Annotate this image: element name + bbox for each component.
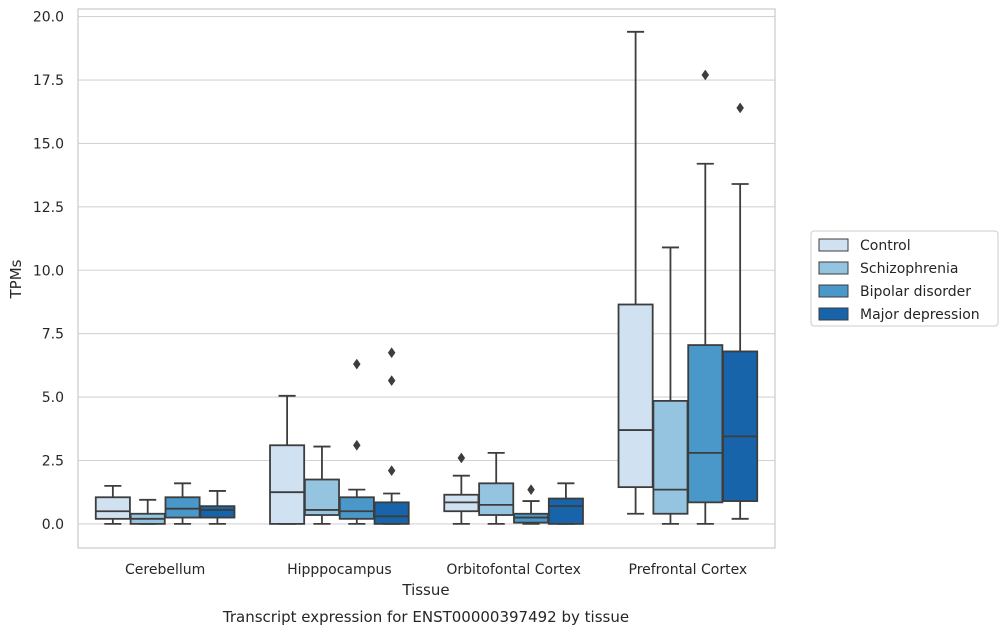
outlier-point bbox=[387, 375, 396, 387]
legend-label: Bipolar disorder bbox=[860, 284, 971, 300]
box-schizophrenia bbox=[129, 498, 166, 525]
outlier-point bbox=[457, 452, 466, 464]
box-iqr bbox=[547, 497, 584, 525]
box-iqr bbox=[652, 399, 689, 515]
outlier-point bbox=[352, 439, 361, 451]
y-axis-label: TPMs bbox=[7, 259, 25, 299]
x-tick-label: Cerebellum bbox=[125, 562, 205, 578]
box-bipolar-disorder bbox=[687, 69, 724, 525]
y-tick-label: 0.0 bbox=[42, 517, 64, 533]
plot-area bbox=[77, 8, 776, 549]
box-bipolar-disorder bbox=[513, 484, 550, 525]
y-tick-label: 20.0 bbox=[33, 10, 64, 26]
x-tick-label: Orbitofontal Cortex bbox=[446, 562, 581, 578]
box-iqr bbox=[373, 501, 410, 525]
outlier-point bbox=[736, 102, 744, 114]
y-tick-label: 10.0 bbox=[33, 263, 64, 279]
box-iqr bbox=[617, 303, 654, 489]
y-axis-ticks: 0.0 2.5 5.0 7.5 10.0 12.5 15.0 17.5 20.0 bbox=[33, 10, 64, 533]
legend-swatch bbox=[818, 238, 849, 252]
outlier-point bbox=[387, 465, 396, 477]
legend: Control Schizophrenia Bipolar disorder Majo… bbox=[810, 230, 999, 327]
box-schizophrenia bbox=[652, 246, 689, 525]
legend-label: Major depression bbox=[860, 307, 980, 323]
x-tick-label: Hipppocampus bbox=[287, 562, 392, 578]
boxes bbox=[94, 30, 759, 525]
box-control bbox=[443, 452, 480, 525]
outlier-point bbox=[387, 347, 396, 359]
box-bipolar-disorder bbox=[164, 482, 201, 525]
box-schizophrenia bbox=[478, 451, 515, 525]
y-tick-label: 15.0 bbox=[33, 136, 64, 152]
box-major-depression bbox=[373, 347, 410, 525]
grid-lines bbox=[78, 16, 775, 525]
box-major-depression bbox=[547, 482, 584, 525]
y-tick-label: 5.0 bbox=[42, 390, 64, 406]
box-iqr bbox=[478, 482, 515, 516]
box-major-depression bbox=[722, 102, 759, 520]
x-axis-ticks: Cerebellum Hipppocampus Orbitofontal Corte… bbox=[125, 562, 747, 578]
y-tick-label: 12.5 bbox=[33, 200, 64, 216]
box-iqr bbox=[722, 350, 759, 502]
box-bipolar-disorder bbox=[338, 358, 375, 525]
box-control bbox=[617, 30, 654, 515]
box-iqr bbox=[164, 496, 201, 519]
legend-swatch bbox=[818, 261, 849, 275]
box-control bbox=[269, 394, 306, 525]
box-iqr bbox=[687, 344, 724, 504]
x-axis-label: Tissue bbox=[401, 581, 449, 599]
x-tick-label: Prefrontal Cortex bbox=[629, 562, 748, 578]
chart-caption: Transcript expression for ENST0000039749… bbox=[222, 608, 629, 626]
legend-swatch bbox=[818, 284, 849, 298]
outlier-point bbox=[352, 358, 361, 370]
legend-label: Schizophrenia bbox=[860, 261, 958, 277]
y-tick-label: 17.5 bbox=[33, 73, 64, 89]
box-iqr bbox=[269, 444, 306, 525]
legend-swatch bbox=[818, 307, 849, 321]
legend-label: Control bbox=[860, 238, 911, 254]
outlier-point bbox=[527, 484, 535, 496]
box-iqr bbox=[199, 505, 236, 519]
box-iqr bbox=[94, 496, 131, 520]
legend-frame bbox=[810, 230, 999, 327]
y-tick-label: 2.5 bbox=[42, 453, 64, 469]
box-major-depression bbox=[199, 490, 236, 525]
y-tick-label: 7.5 bbox=[42, 327, 64, 343]
box-iqr bbox=[338, 496, 375, 520]
box-schizophrenia bbox=[303, 445, 340, 525]
box-control bbox=[94, 484, 131, 525]
outlier-point bbox=[701, 69, 710, 81]
